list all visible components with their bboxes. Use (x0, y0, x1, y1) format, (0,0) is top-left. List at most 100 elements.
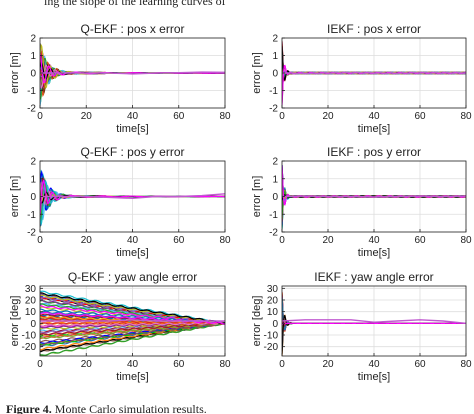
y-tick-label: 0 (272, 69, 278, 80)
x-tick-label: 0 (37, 235, 43, 246)
monte-carlo-runs (282, 291, 466, 356)
chart-title: Q-EKF : yaw angle error (68, 270, 197, 284)
monte-carlo-runs (282, 41, 466, 106)
chart-panel-4: 0 20 40 60 80 -2 -1 0 1 2 IEKF : pos y error time[s… (251, 145, 472, 259)
x-tick-label: 80 (219, 111, 231, 122)
x-tick-label: 20 (322, 235, 334, 246)
y-tick-label: 0 (30, 69, 36, 80)
x-tick-label: 0 (279, 235, 285, 246)
y-axis-label: error [deg] (251, 296, 263, 347)
run-line (40, 322, 225, 327)
y-axis-label: error [m] (251, 52, 263, 94)
chart-panel-3: 0 20 40 60 80 -2 -1 0 1 2 Q-EKF : pos y error time[… (9, 145, 231, 259)
x-tick-label: 80 (460, 111, 472, 122)
x-tick-label: 0 (37, 111, 43, 122)
run-line (282, 322, 466, 325)
y-tick-label: 20 (25, 296, 37, 307)
chart-title: IEKF : yaw angle error (314, 270, 433, 284)
y-tick-label: 2 (30, 34, 36, 45)
chart-panel-1: 0 20 40 60 80 -2 -1 0 1 2 Q-EKF : pos x error time[… (9, 22, 231, 135)
x-tick-label: 20 (322, 359, 334, 370)
x-tick-label: 80 (219, 235, 231, 246)
mean-trend-line (40, 193, 225, 200)
chart-title: Q-EKF : pos x error (80, 22, 184, 36)
x-tick-label: 60 (414, 235, 426, 246)
run-line (40, 322, 225, 346)
x-tick-label: 0 (279, 359, 285, 370)
x-axis-label: time[s] (116, 371, 148, 383)
x-axis-label: time[s] (116, 123, 148, 135)
figure-caption: Figure 4. Monte Carlo simulation results… (0, 402, 474, 414)
figure-label: Figure 4. (6, 402, 52, 414)
y-tick-label: -2 (27, 228, 36, 239)
y-tick-label: 30 (267, 284, 279, 295)
run-line (40, 321, 225, 325)
x-axis-label: time[s] (358, 123, 390, 135)
y-axis-label: error [deg] (9, 296, 21, 347)
monte-carlo-runs (40, 290, 225, 356)
y-tick-label: 0 (272, 319, 278, 330)
mean-trend-line (40, 71, 225, 75)
y-tick-label: -2 (269, 228, 278, 239)
y-tick-label: 10 (25, 307, 37, 318)
y-tick-label: -1 (27, 210, 36, 221)
y-tick-label: 1 (272, 174, 278, 185)
x-tick-label: 60 (173, 235, 185, 246)
y-tick-label: 20 (267, 296, 279, 307)
y-tick-label: 2 (272, 157, 278, 168)
x-tick-label: 40 (127, 359, 139, 370)
caption-top-fragment: ing the slope of the learning curves of (0, 0, 474, 8)
x-axis-label: time[s] (358, 371, 390, 383)
run-line (40, 292, 225, 324)
y-tick-label: 30 (25, 284, 37, 295)
y-tick-label: -1 (269, 210, 278, 221)
y-tick-label: -10 (22, 331, 37, 342)
y-tick-label: 1 (30, 174, 36, 185)
x-tick-label: 60 (173, 111, 185, 122)
y-axis-label: error [m] (9, 52, 21, 94)
x-axis-label: time[s] (358, 247, 390, 259)
y-axis-label: error [m] (9, 176, 21, 218)
chart-title: IEKF : pos y error (327, 145, 421, 159)
y-tick-label: 2 (30, 157, 36, 168)
y-tick-label: 0 (30, 192, 36, 203)
chart-title: Q-EKF : pos y error (80, 145, 184, 159)
y-tick-label: -20 (22, 342, 37, 353)
y-tick-label: -20 (264, 342, 279, 353)
x-tick-label: 40 (368, 359, 380, 370)
x-tick-label: 0 (37, 359, 43, 370)
x-tick-label: 80 (460, 235, 472, 246)
x-tick-label: 40 (368, 111, 380, 122)
y-tick-label: 0 (272, 192, 278, 203)
monte-carlo-runs (282, 164, 466, 229)
x-tick-label: 20 (81, 111, 93, 122)
y-tick-label: -1 (269, 86, 278, 97)
monte-carlo-runs (40, 169, 225, 228)
mean-trend-line (40, 319, 225, 322)
y-tick-label: 0 (30, 319, 36, 330)
monte-carlo-runs (40, 43, 225, 106)
x-tick-label: 60 (414, 359, 426, 370)
figure-caption-text: Monte Carlo simulation results. (54, 402, 207, 414)
run-line (40, 322, 225, 339)
chart-title: IEKF : pos x error (327, 22, 421, 36)
mean-trend-line (282, 319, 466, 324)
x-tick-label: 20 (322, 111, 334, 122)
x-tick-label: 60 (414, 111, 426, 122)
x-tick-label: 80 (219, 359, 231, 370)
y-tick-label: -1 (27, 86, 36, 97)
chart-panel-2: 0 20 40 60 80 -2 -1 0 1 2 IEKF : pos x error time[s… (251, 22, 472, 135)
y-tick-label: 1 (30, 51, 36, 62)
y-tick-label: 10 (267, 307, 279, 318)
y-tick-label: -10 (264, 331, 279, 342)
y-tick-label: -2 (27, 104, 36, 115)
x-tick-label: 40 (368, 235, 380, 246)
y-axis-label: error [m] (251, 176, 263, 218)
mean-trend-line (282, 195, 466, 198)
y-tick-label: -2 (269, 104, 278, 115)
y-tick-label: 1 (272, 51, 278, 62)
x-tick-label: 0 (279, 111, 285, 122)
